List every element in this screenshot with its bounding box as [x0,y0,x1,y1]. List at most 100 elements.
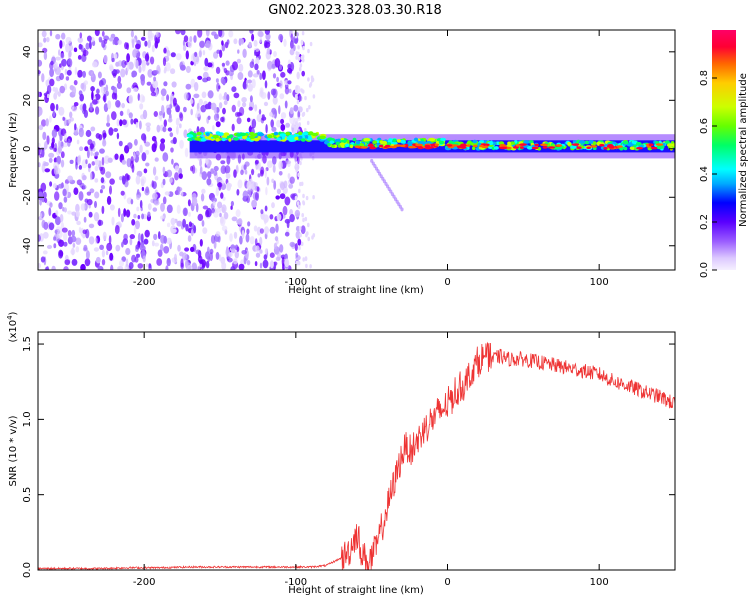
noise-blob [92,99,98,105]
noise-blob [264,41,271,49]
noise-blob [131,70,138,78]
noise-blob [301,31,305,36]
noise-blob [220,116,225,123]
signal-blob [658,140,662,145]
noise-blob [125,209,131,218]
noise-blob [44,197,48,203]
noise-blob [274,58,281,68]
noise-blob [215,231,221,237]
noise-blob [290,33,294,42]
noise-blob [259,228,264,234]
noise-blob [68,50,72,58]
signal-peak [571,143,580,146]
noise-blob [233,169,237,178]
noise-blob [193,225,197,234]
noise-blob [204,57,209,67]
noise-blob [181,190,184,197]
noise-blob [264,226,269,235]
noise-blob [101,39,106,48]
noise-blob [165,62,171,72]
noise-blob [150,56,155,65]
noise-blob [264,205,268,212]
signal-blob [217,132,225,136]
noise-blob [269,214,274,220]
noise-blob [122,175,126,185]
spectrogram-x-ticks: -200 -100 0 100 [133,30,609,288]
noise-blob [264,30,270,35]
noise-blob [272,96,278,105]
noise-blob [248,106,253,111]
noise-blob [55,103,59,111]
noise-blob [161,95,165,101]
x-tick-label: 100 [590,277,609,288]
noise-blob [57,91,61,97]
signal-blob [438,140,445,145]
signal-peak [424,144,431,148]
noise-blob [295,225,301,232]
noise-blob [160,202,165,212]
noise-blob [255,245,260,253]
noise-blob [184,247,190,252]
noise-blob [101,259,106,266]
noise-blob [259,236,263,246]
noise-blob [180,30,186,36]
noise-blob [309,41,313,47]
noise-blob [167,127,173,132]
noise-blob [63,196,68,203]
noise-blob [298,67,302,72]
noise-blob [251,78,256,89]
noise-blob [55,33,61,40]
noise-blob [74,66,78,75]
noise-blob [207,115,211,121]
noise-blob [237,100,241,108]
noise-blob [294,195,298,201]
noise-blob [151,240,155,247]
noise-blob [143,168,148,174]
noise-blob [106,195,112,205]
noise-blob [126,174,131,181]
noise-blob [66,69,72,76]
signal-blob [288,134,295,139]
noise-blob [172,137,177,145]
signal-blob [507,141,511,146]
noise-blob [312,195,315,200]
noise-blob [71,229,76,237]
noise-blob [255,252,261,258]
noise-blob [53,236,57,241]
noise-blob [295,163,298,168]
noise-blob [289,48,295,56]
noise-blob [240,169,244,176]
signal-blob [246,137,251,142]
noise-blob [78,127,84,138]
noise-blob [207,90,214,99]
noise-blob [50,60,54,66]
noise-blob [70,235,77,243]
noise-blob [137,215,141,220]
noise-blob [141,133,147,141]
noise-blob [271,63,276,70]
noise-blob [297,172,301,177]
noise-blob [41,30,47,38]
signal-blob [493,146,499,150]
noise-blob [130,118,134,125]
noise-blob [58,202,63,210]
noise-blob [195,203,199,213]
noise-blob [223,212,229,220]
noise-blob [87,163,92,169]
noise-blob [103,86,106,93]
noise-blob [100,85,104,94]
noise-blob [267,60,273,70]
noise-blob [160,138,166,144]
signal-blob [186,134,194,138]
noise-blob [170,68,176,75]
signal-peak [369,146,377,150]
noise-blob [233,38,238,45]
noise-blob [180,258,184,268]
noise-blob [272,73,277,79]
noise-blob [254,63,259,71]
noise-blob [125,247,131,256]
noise-blob [269,252,275,258]
signal-blob [253,137,260,142]
noise-blob [225,60,230,66]
y-tick-label: 40 [22,45,33,58]
